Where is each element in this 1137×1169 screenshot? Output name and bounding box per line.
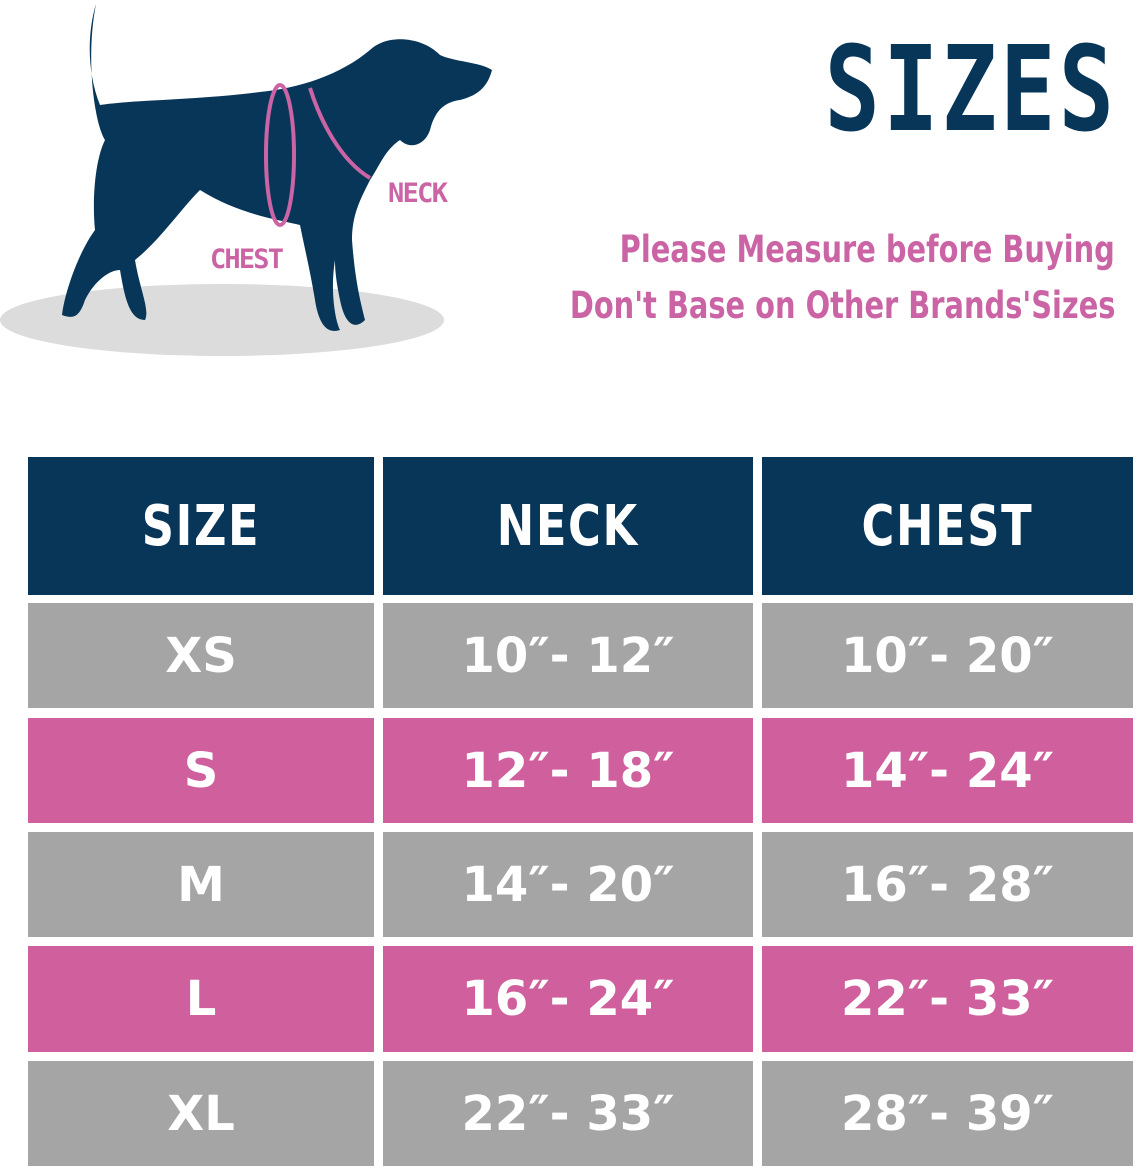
header-size: SIZE	[28, 457, 374, 595]
table-cell: 16″- 28″	[762, 832, 1133, 937]
header-label: SIZE	[141, 493, 261, 559]
table-cell: 14″- 20″	[383, 832, 753, 937]
header-label: CHEST	[861, 493, 1034, 559]
table-cell: M	[28, 832, 374, 937]
measure-note: Please Measure before Buying	[619, 228, 1115, 271]
table-cell: XL	[28, 1061, 374, 1166]
table-cell: 14″- 24″	[762, 718, 1133, 823]
table-cell: L	[28, 946, 374, 1052]
header-neck: NECK	[383, 457, 753, 595]
table-cell: S	[28, 718, 374, 823]
table-cell: 28″- 39″	[762, 1061, 1133, 1166]
dog-silhouette-icon	[62, 4, 492, 331]
brand-note: Don't Base on Other Brands'Sizes	[569, 284, 1115, 327]
table-cell: 22″- 33″	[762, 946, 1133, 1052]
chest-label: CHEST	[210, 244, 284, 275]
table-cell: XS	[28, 603, 374, 708]
table-cell: 22″- 33″	[383, 1061, 753, 1166]
table-cell: 12″- 18″	[383, 718, 753, 823]
header-label: NECK	[496, 493, 640, 559]
header-chest: CHEST	[762, 457, 1133, 595]
table-cell: 16″- 24″	[383, 946, 753, 1052]
table-cell: 10″- 20″	[762, 603, 1133, 708]
dog-illustration: NECK CHEST	[0, 4, 492, 356]
neck-label: NECK	[388, 178, 449, 209]
page-title: SIZES	[824, 20, 1117, 158]
table-cell: 10″- 12″	[383, 603, 753, 708]
